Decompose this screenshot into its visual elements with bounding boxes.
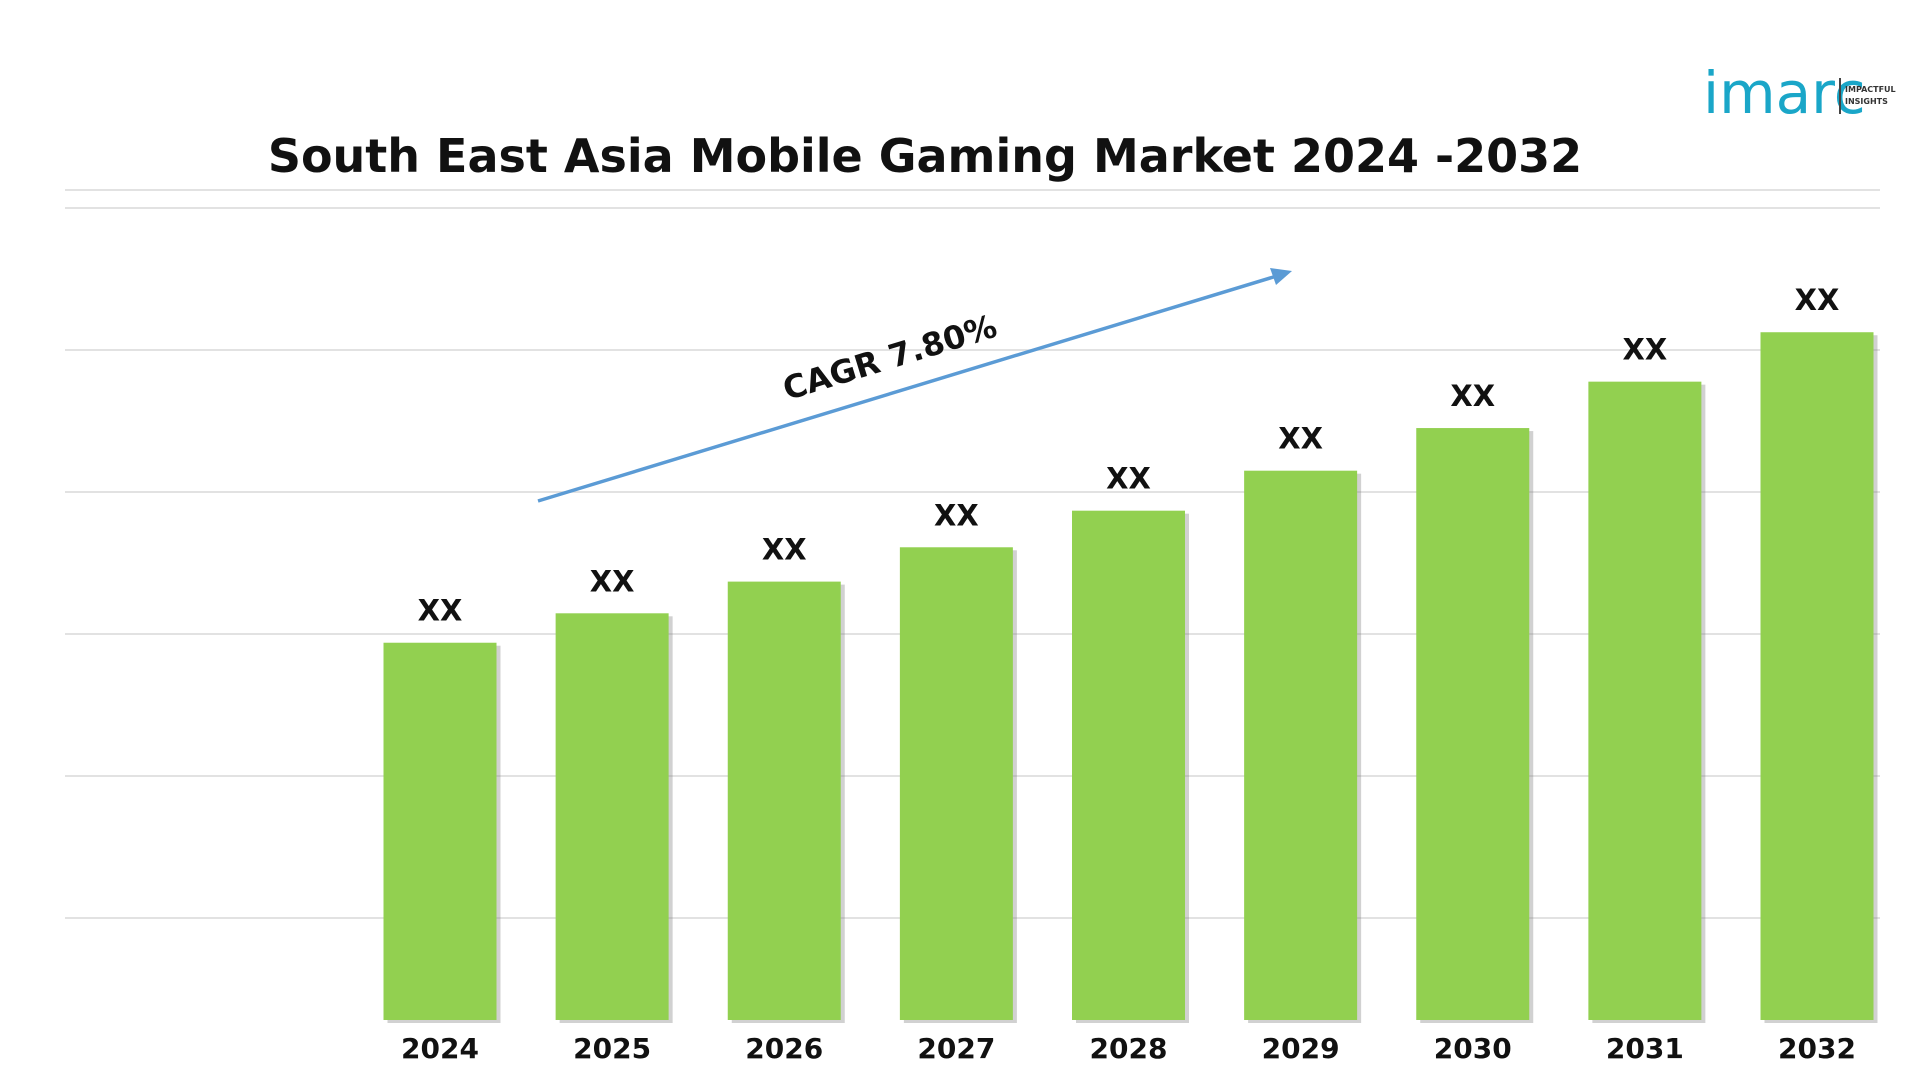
data-label-2025: XX [590,564,635,598]
logo-tagline-2: INSIGHTS [1845,97,1888,106]
imarc-logo: imarc IMPACTFUL INSIGHTS [1703,59,1896,127]
data-label-2028: XX [1106,462,1151,496]
cagr-annotation: CAGR 7.80% [537,268,1292,503]
bar-2026 [727,581,841,1020]
bar-2027 [899,547,1013,1020]
x-tick-2031: 2031 [1606,1032,1684,1065]
x-axis-ticks: 2024 2025 2026 2027 2028 2029 2030 2031 2032 [401,1032,1856,1065]
bar-2029 [1244,470,1358,1020]
x-tick-2029: 2029 [1262,1032,1340,1065]
data-label-2024: XX [418,594,463,628]
x-tick-2024: 2024 [401,1032,479,1065]
data-label-2032: XX [1795,283,1840,317]
data-label-2026: XX [762,533,807,567]
data-label-2031: XX [1623,333,1668,367]
x-tick-2030: 2030 [1434,1032,1512,1065]
bar-2031 [1588,381,1702,1020]
logo-brand-text: imarc [1703,59,1866,127]
bar-2024 [383,642,497,1020]
x-tick-2032: 2032 [1778,1032,1856,1065]
bar-2028 [1072,510,1185,1020]
x-tick-2028: 2028 [1090,1032,1168,1065]
logo-tagline-1: IMPACTFUL [1845,85,1896,94]
x-tick-2025: 2025 [573,1032,651,1065]
bar-2030 [1416,428,1530,1020]
x-tick-2027: 2027 [917,1032,995,1065]
bar-2032 [1760,332,1874,1020]
bar-2025 [555,613,669,1020]
data-label-2027: XX [934,498,979,532]
chart-title: South East Asia Mobile Gaming Market 202… [268,129,1582,183]
data-label-2030: XX [1450,379,1495,413]
bars [383,332,1878,1023]
cagr-arrow-line [537,273,1281,503]
x-tick-2026: 2026 [745,1032,823,1065]
data-label-2029: XX [1278,422,1323,456]
data-labels: XX XX XX XX XX XX XX XX XX [418,283,1840,627]
cagr-arrow-head [1270,268,1292,285]
